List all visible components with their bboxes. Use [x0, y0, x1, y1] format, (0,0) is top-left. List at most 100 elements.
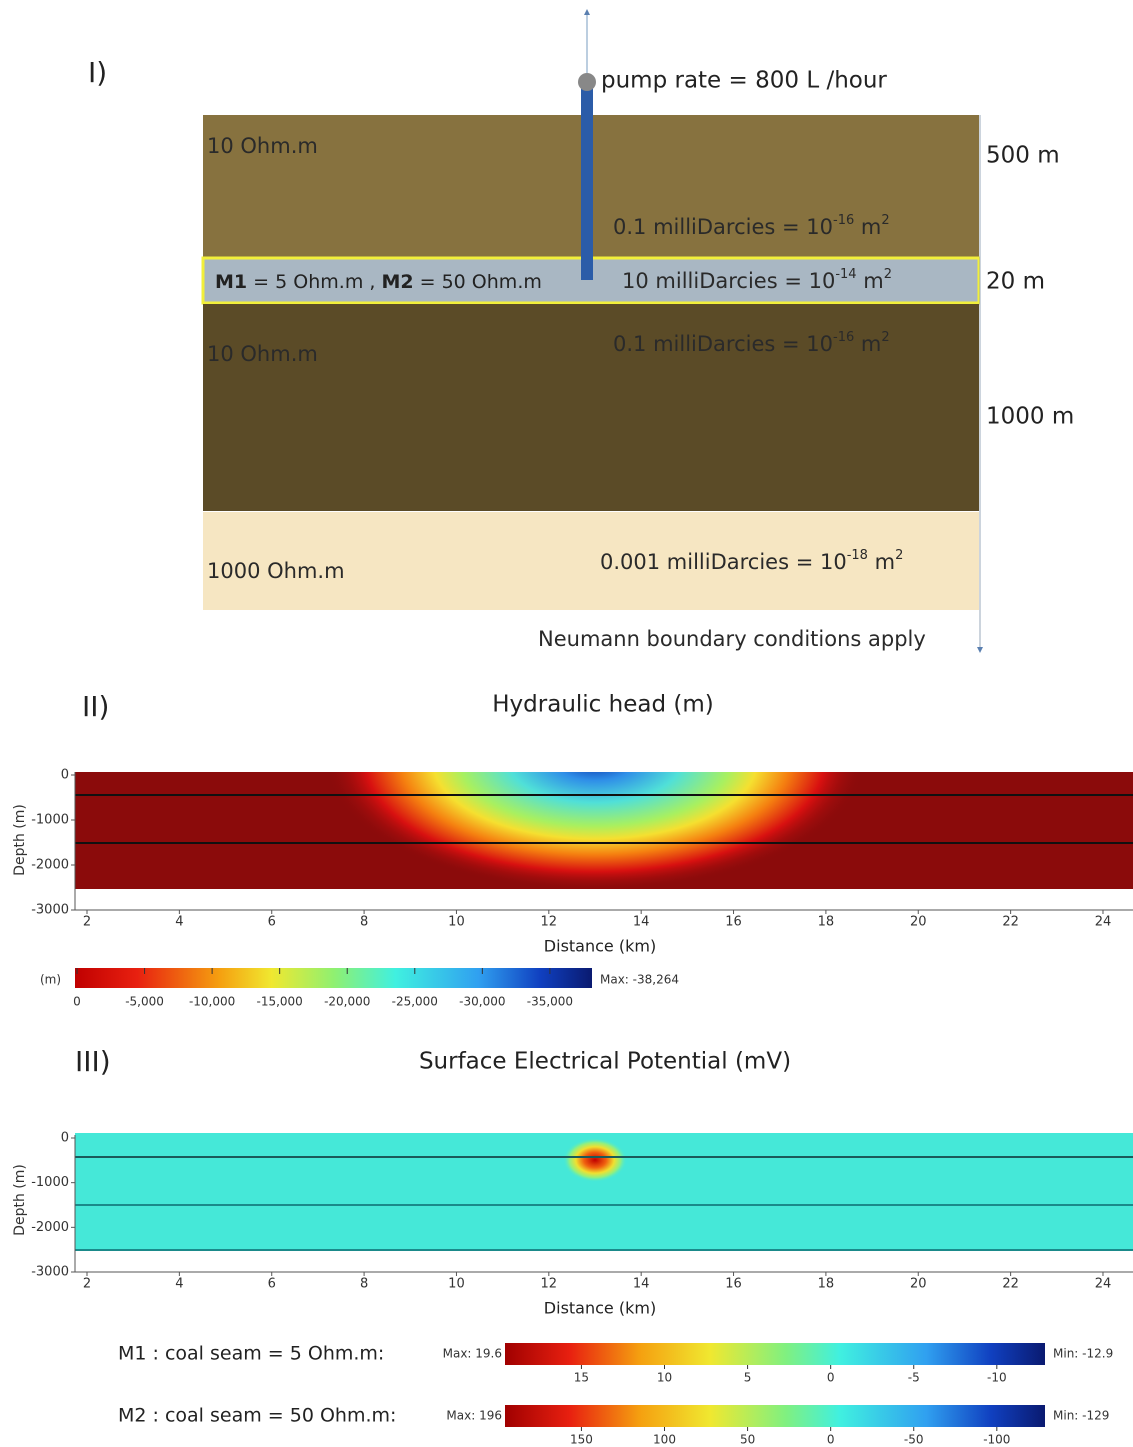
panel-label: III) [75, 1045, 111, 1078]
exponent: -14 [835, 267, 856, 282]
panel-1: I) pump rate = 800 L /hour 10 Ohm.m 500 … [88, 12, 1074, 651]
colorbar-name: M1 : coal seam = 5 Ohm.m: [118, 1343, 384, 1365]
pump [578, 73, 596, 91]
colorbar-tick-label: 10 [657, 1371, 672, 1385]
y-tick-label: -3000 [31, 1265, 69, 1280]
resistivity: 10 Ohm.m [207, 342, 318, 366]
x-tick-label: 14 [633, 1277, 650, 1292]
x-tick-label: 16 [725, 915, 742, 930]
y-tick-label: -3000 [31, 903, 69, 918]
colorbar [505, 1405, 1045, 1427]
y-tick-label: -2000 [31, 1220, 69, 1235]
exponent: -16 [833, 330, 854, 345]
x-tick-label: 24 [1095, 1277, 1112, 1292]
colorbar-tick-label: -20,000 [324, 995, 370, 1009]
pump-rate: pump rate = 800 L /hour [601, 68, 887, 94]
panel-label: I) [88, 56, 107, 89]
colorbar-tick-label: -5,000 [125, 995, 164, 1009]
x-tick-label: 2 [83, 1277, 91, 1292]
x-tick-label: 22 [1002, 915, 1019, 930]
colorbar-tick-label: 0 [827, 1371, 835, 1385]
colorbar-unit: (m) [40, 973, 61, 987]
colorbar-max: Max: 196 [446, 1409, 502, 1423]
panel-3: III) Surface Electrical Potential (mV) D… [12, 1045, 1133, 1447]
x-tick-label: 6 [268, 915, 276, 930]
text: 0.1 milliDarcies = 10 [613, 332, 833, 356]
x-tick-label: 22 [1002, 1277, 1019, 1292]
exponent: 2 [895, 548, 903, 563]
colorbar-tick-label: -10 [987, 1371, 1007, 1385]
y-tick-label: -1000 [31, 813, 69, 828]
y-axis-label: Depth (m) [12, 1164, 28, 1236]
exponent: -16 [833, 213, 854, 228]
colorbar-tick-label: -25,000 [392, 995, 438, 1009]
x-tick-label: 6 [268, 1277, 276, 1292]
resistivity: 10 Ohm.m [207, 134, 318, 158]
x-axis-label: Distance (km) [544, 937, 656, 956]
x-tick-label: 8 [360, 1277, 368, 1292]
y-tick-label: -1000 [31, 1175, 69, 1190]
colorbar-tick-label: 50 [740, 1433, 755, 1447]
colorbar [505, 1343, 1045, 1365]
thickness: 500 m [986, 143, 1060, 169]
y-tick-label: 0 [61, 1131, 69, 1146]
panel-label: II) [82, 690, 109, 723]
text: M1 [215, 271, 247, 293]
colorbar-tick-label: -10,000 [189, 995, 235, 1009]
unit: m [857, 269, 884, 293]
colorbar-tick-label: 15 [574, 1371, 589, 1385]
field [75, 1099, 1133, 1250]
x-tick-label: 10 [448, 1277, 465, 1292]
exponent: -18 [847, 548, 868, 563]
x-tick-label: 18 [818, 915, 835, 930]
text: 0.1 milliDarcies = 10 [613, 215, 833, 239]
resistivity: 1000 Ohm.m [207, 559, 345, 583]
colorbar [75, 968, 592, 988]
colorbar-max: Max: 19.6 [443, 1347, 502, 1361]
x-tick-label: 14 [633, 915, 650, 930]
colorbar-max: Max: -38,264 [600, 973, 679, 987]
colorbar-tick-label: -50 [904, 1433, 924, 1447]
colorbar-tick-label: -15,000 [257, 995, 303, 1009]
thickness: 1000 m [986, 404, 1074, 430]
colorbar-tick-label: 150 [570, 1433, 593, 1447]
panel-2: II) Hydraulic head (m) Depth (m) Distanc… [12, 670, 1133, 1009]
x-tick-label: 16 [725, 1277, 742, 1292]
well [581, 85, 593, 280]
colorbar-tick-label: 5 [744, 1371, 752, 1385]
x-tick-label: 4 [175, 915, 183, 930]
thickness: 20 m [986, 269, 1045, 295]
text: = 50 Ohm.m [414, 271, 542, 293]
y-tick-label: -2000 [31, 858, 69, 873]
colorbar-tick-label: 0 [73, 995, 81, 1009]
colorbar-tick-label: 0 [827, 1433, 835, 1447]
colorbar-min: Min: -12.9 [1053, 1347, 1113, 1361]
exponent: 2 [881, 330, 889, 345]
x-tick-label: 2 [83, 915, 91, 930]
x-tick-label: 12 [541, 1277, 558, 1292]
seam-resistivity: M1 = 5 Ohm.m , M2 = 50 Ohm.m [215, 271, 542, 293]
text: = 5 Ohm.m , [247, 271, 381, 293]
unit: m [854, 215, 881, 239]
text: 0.001 milliDarcies = 10 [600, 550, 847, 574]
text: M2 [381, 271, 413, 293]
text: 10 milliDarcies = 10 [622, 269, 835, 293]
x-tick-label: 10 [448, 915, 465, 930]
x-axis-label: Distance (km) [544, 1299, 656, 1318]
colorbar-tick-label: -5 [908, 1371, 920, 1385]
unit: m [854, 332, 881, 356]
figure: I) pump rate = 800 L /hour 10 Ohm.m 500 … [0, 0, 1133, 1447]
panel-title: Surface Electrical Potential (mV) [419, 1049, 791, 1075]
y-axis-label: Depth (m) [12, 804, 28, 876]
x-tick-label: 18 [818, 1277, 835, 1292]
x-tick-label: 20 [910, 915, 927, 930]
boundary-note: Neumann boundary conditions apply [538, 627, 926, 651]
y-tick-label: 0 [61, 768, 69, 783]
exponent: 2 [884, 267, 892, 282]
unit: m [868, 550, 895, 574]
colorbar-tick-label: -100 [983, 1433, 1010, 1447]
x-tick-label: 8 [360, 915, 368, 930]
x-tick-label: 4 [175, 1277, 183, 1292]
exponent: 2 [881, 213, 889, 228]
colorbar-tick-label: -30,000 [459, 995, 505, 1009]
